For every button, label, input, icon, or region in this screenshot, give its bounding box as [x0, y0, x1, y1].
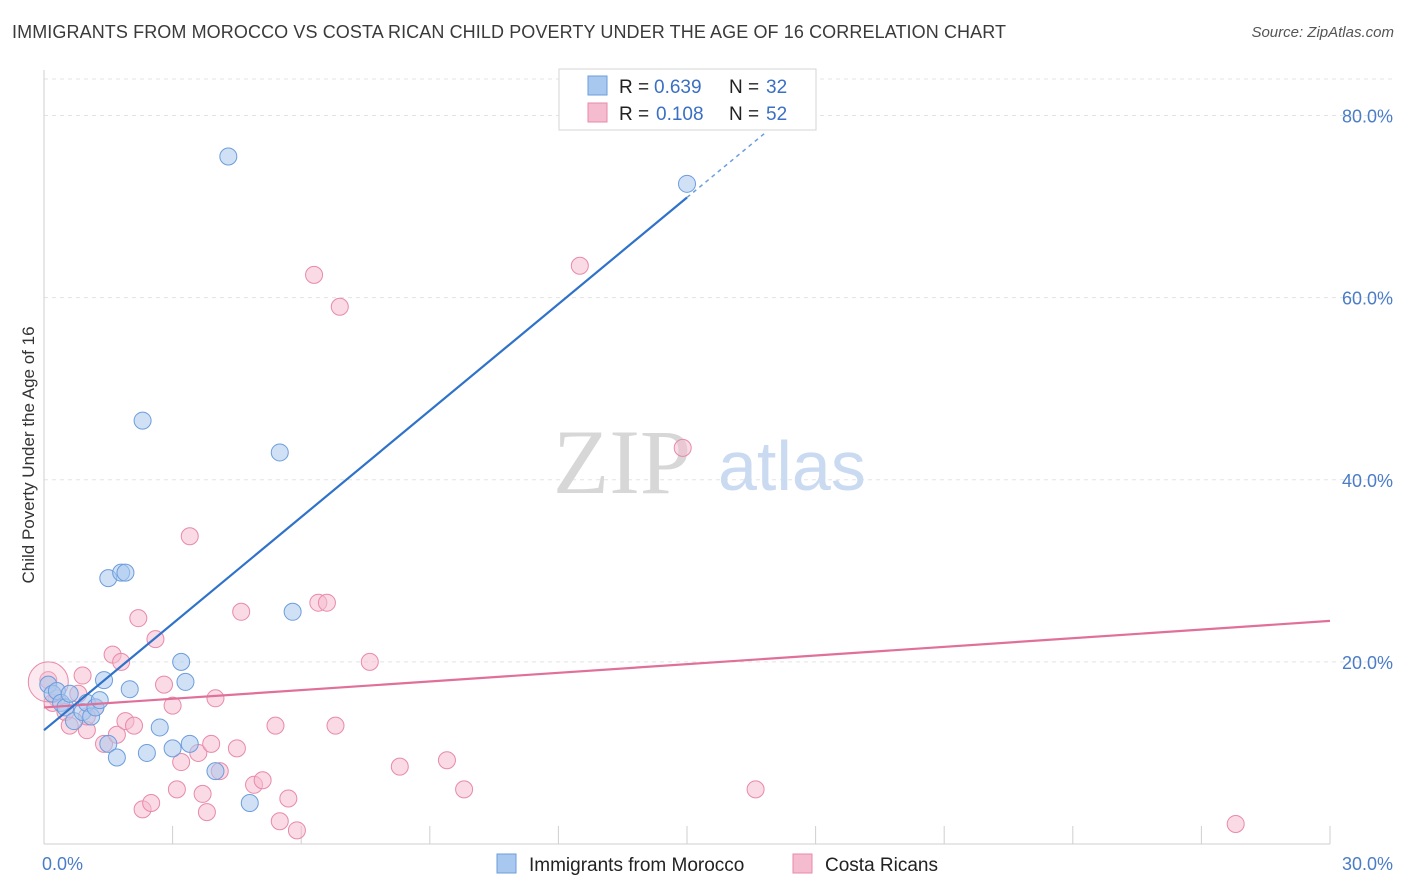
legend-n-value-costa-ricans: 52	[766, 104, 787, 125]
y-tick-label-1: 40.0%	[1342, 471, 1393, 491]
x-tick-labels: 0.0% 30.0%	[42, 854, 1393, 874]
costa-ricans-point-14	[129, 609, 148, 628]
morocco-point-23	[172, 652, 191, 671]
costa-ricans-point-27	[206, 689, 225, 708]
morocco-trend-extension	[686, 133, 765, 199]
costa-ricans-point-42	[360, 652, 379, 671]
morocco-point-14	[107, 748, 126, 767]
legend-swatch-morocco	[587, 75, 608, 96]
bottom-legend-label-costa-ricans: Costa Ricans	[825, 855, 938, 876]
y-tick-labels: 20.0% 40.0% 60.0% 80.0%	[1342, 107, 1393, 673]
costa-ricans-point-45	[455, 780, 474, 799]
legend-n-label-morocco: N =	[729, 77, 759, 98]
morocco-point-27	[240, 794, 259, 813]
chart-source: Source: ZipAtlas.com	[1251, 24, 1394, 41]
top-legend: R = 0.639 N = 32 R = 0.108 N = 52	[558, 68, 817, 131]
morocco-point-31	[206, 762, 225, 781]
costa-ricans-point-29	[227, 739, 246, 758]
morocco-point-17	[116, 563, 135, 582]
costa-ricans-point-35	[279, 789, 298, 808]
y-axis-label: Child Poverty Under the Age of 16	[19, 326, 38, 583]
watermark: ZIP atlas	[553, 411, 866, 513]
morocco-point-22	[163, 739, 182, 758]
watermark-atlas: atlas	[718, 427, 866, 505]
morocco-point-13	[99, 734, 118, 753]
morocco-point-29	[283, 602, 302, 621]
morocco-point-20	[137, 743, 156, 762]
costa-ricans-point-49	[1226, 814, 1245, 833]
morocco-point-26	[219, 147, 238, 166]
costa-ricans-point-44	[437, 751, 456, 770]
chart-title: IMMIGRANTS FROM MOROCCO VS COSTA RICAN C…	[12, 22, 1007, 42]
costa-ricans-point-43	[390, 757, 409, 776]
costa-ricans-point-19	[163, 696, 182, 715]
costa-ricans-point-5	[73, 666, 92, 685]
costa-ricans-point-13	[125, 716, 144, 735]
legend-n-value-morocco: 32	[766, 77, 787, 98]
morocco-point-5	[60, 684, 79, 703]
trend-lines	[43, 133, 1331, 732]
costa-ricans-point-24	[193, 784, 212, 803]
costa-ricans-point-46	[570, 256, 589, 275]
morocco-point-11	[90, 691, 109, 710]
costa-ricans-points	[27, 256, 1245, 840]
costa-ricans-point-16	[142, 794, 161, 813]
legend-r-value-morocco: 0.639	[654, 77, 702, 98]
x-tick-label-0: 0.0%	[42, 854, 83, 874]
costa-ricans-point-37	[305, 265, 324, 284]
bottom-legend-swatch-morocco	[496, 853, 517, 874]
costa-ricans-point-36	[287, 821, 306, 840]
bottom-legend-swatch-costa-ricans	[792, 853, 813, 874]
costa-ricans-point-47	[673, 438, 692, 457]
morocco-trend-line	[43, 196, 688, 732]
watermark-zip: ZIP	[553, 411, 691, 513]
costa-ricans-point-18	[155, 675, 174, 694]
costa-ricans-point-33	[266, 716, 285, 735]
costa-ricans-point-11	[112, 652, 131, 671]
morocco-point-24	[176, 672, 195, 691]
morocco-point-21	[150, 718, 169, 737]
costa-ricans-point-30	[232, 602, 251, 621]
costa-ricans-point-34	[270, 812, 289, 831]
bottom-legend-label-morocco: Immigrants from Morocco	[529, 855, 744, 876]
costa-ricans-point-41	[330, 297, 349, 316]
costa-ricans-trend-line	[43, 619, 1331, 709]
y-tick-label-3: 80.0%	[1342, 107, 1393, 127]
costa-ricans-point-32	[253, 771, 272, 790]
legend-swatch-costa-ricans	[587, 102, 608, 123]
x-tick-label-1: 30.0%	[1342, 854, 1393, 874]
y-tick-label-2: 60.0%	[1342, 289, 1393, 309]
costa-ricans-point-25	[197, 803, 216, 822]
morocco-point-28	[270, 443, 289, 462]
legend-n-label-costa-ricans: N =	[729, 104, 759, 125]
morocco-point-19	[133, 411, 152, 430]
costa-ricans-point-39	[317, 593, 336, 612]
costa-ricans-point-22	[180, 527, 199, 546]
costa-ricans-point-26	[202, 734, 221, 753]
legend-r-label-costa-ricans: R =	[619, 104, 649, 125]
y-tick-label-0: 20.0%	[1342, 653, 1393, 673]
morocco-point-30	[678, 174, 696, 193]
costa-ricans-point-21	[172, 753, 191, 772]
morocco-point-25	[180, 734, 199, 753]
morocco-point-18	[120, 680, 139, 699]
grid-lines	[44, 78, 1392, 663]
costa-ricans-point-40	[326, 716, 345, 735]
legend-r-label-morocco: R =	[619, 77, 649, 98]
legend-r-value-costa-ricans: 0.108	[656, 104, 704, 125]
costa-ricans-point-20	[167, 780, 186, 799]
bottom-legend: Immigrants from Morocco Costa Ricans	[496, 853, 938, 876]
morocco-points	[39, 147, 696, 813]
costa-ricans-point-48	[746, 780, 765, 799]
